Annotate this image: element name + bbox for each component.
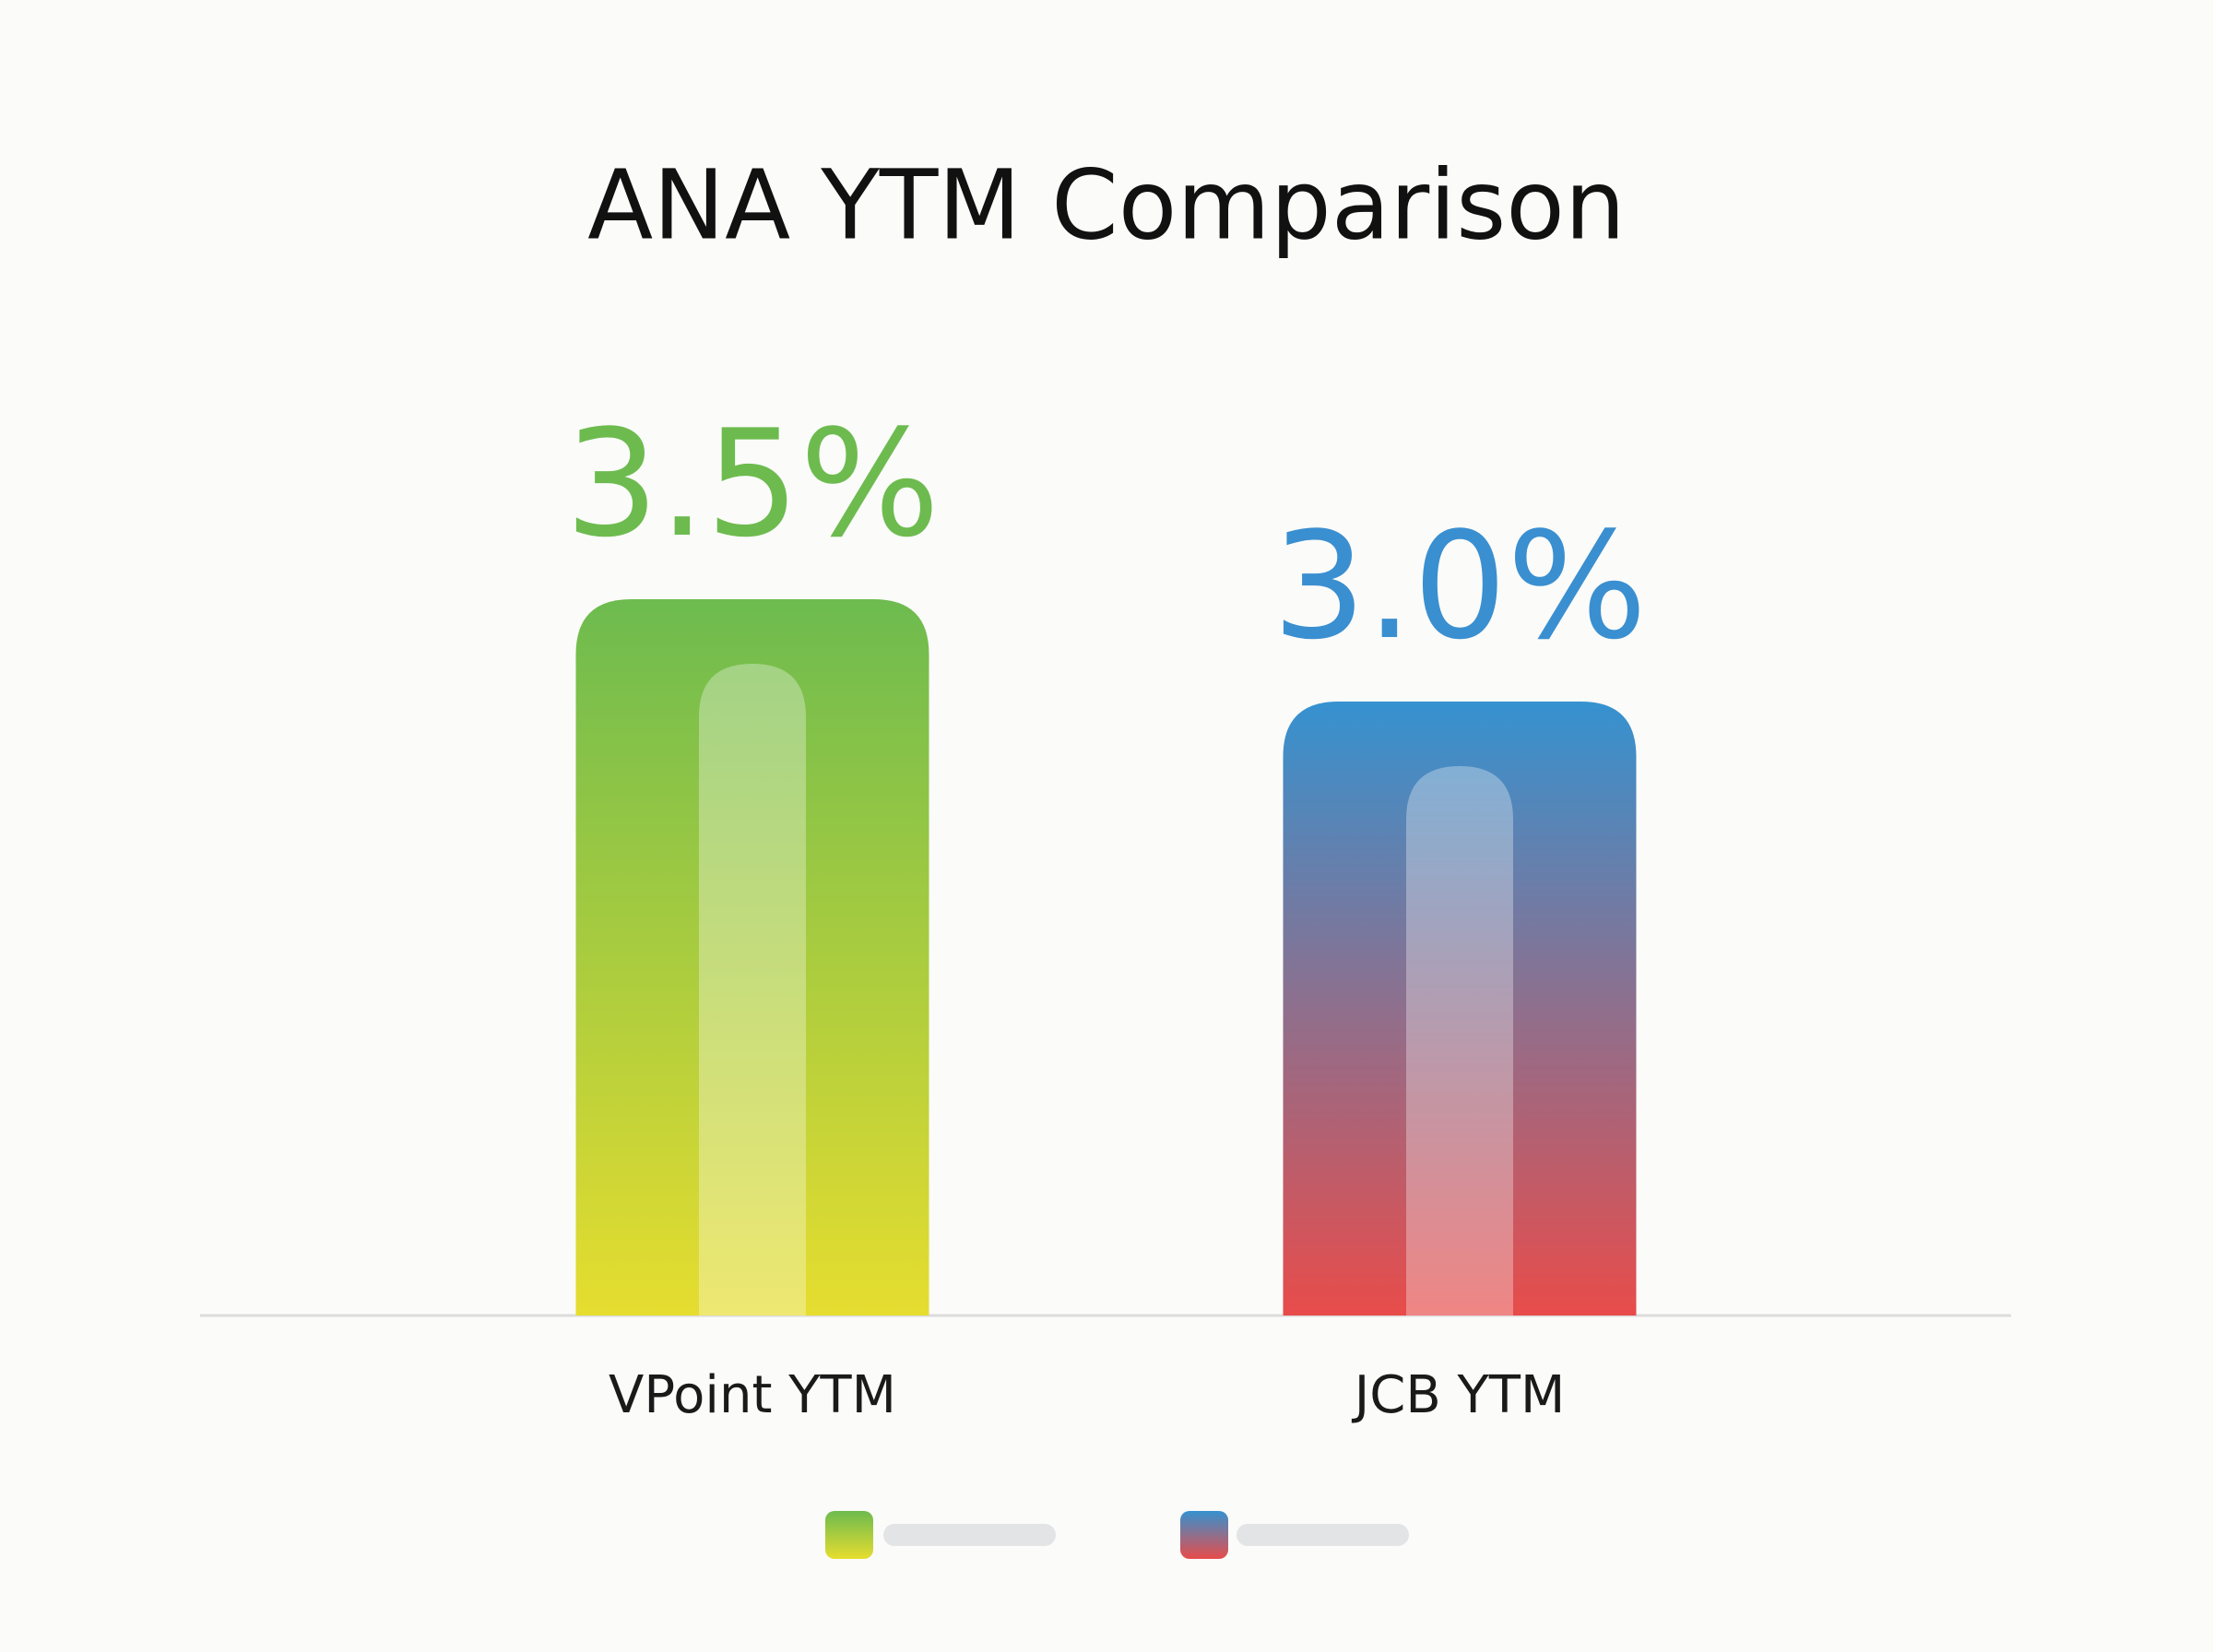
x-tick-label: JCB YTM bbox=[1352, 1365, 1566, 1425]
value-label: 3.0% bbox=[1272, 500, 1647, 672]
bar-highlight bbox=[699, 664, 806, 1316]
chart-title: ANA YTM Comparison bbox=[587, 148, 1626, 261]
legend-placeholder bbox=[1237, 1524, 1409, 1546]
legend-swatch bbox=[1180, 1511, 1228, 1559]
bar bbox=[1283, 702, 1637, 1316]
value-label: 3.5% bbox=[565, 397, 940, 570]
bar-highlight bbox=[1406, 766, 1513, 1316]
legend-swatch bbox=[825, 1511, 873, 1559]
legend-placeholder bbox=[883, 1524, 1056, 1546]
bar bbox=[575, 599, 929, 1316]
x-tick-label: VPoint YTM bbox=[609, 1365, 896, 1425]
